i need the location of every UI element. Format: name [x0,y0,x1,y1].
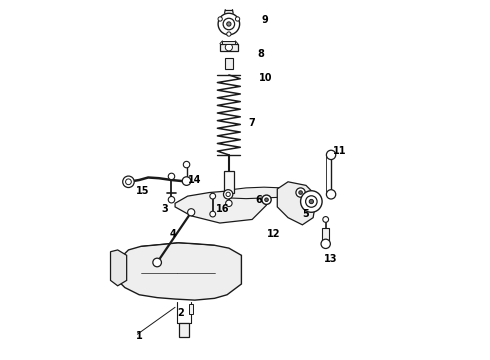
Text: 10: 10 [259,73,273,83]
Circle shape [210,211,216,217]
Circle shape [265,198,269,202]
Text: 6: 6 [256,195,263,205]
Circle shape [183,161,190,168]
Bar [179,323,189,337]
Text: 1: 1 [136,331,143,341]
Text: 9: 9 [261,15,268,26]
Text: 12: 12 [267,229,280,239]
Bar [222,41,235,44]
Circle shape [225,44,232,51]
Polygon shape [277,182,317,225]
Circle shape [153,258,161,267]
Circle shape [168,197,175,203]
Circle shape [321,239,330,248]
Circle shape [218,17,222,21]
Text: 8: 8 [258,49,265,59]
Text: 7: 7 [248,118,255,128]
Circle shape [262,195,271,204]
Text: 14: 14 [188,175,201,185]
Circle shape [309,199,314,204]
Circle shape [227,32,231,36]
Circle shape [210,193,216,199]
Circle shape [296,188,305,197]
Circle shape [188,209,195,216]
Polygon shape [228,187,300,199]
Circle shape [225,200,232,207]
Text: 2: 2 [177,308,184,318]
Polygon shape [116,243,242,300]
Polygon shape [111,250,126,286]
Circle shape [226,192,230,197]
Text: 13: 13 [324,254,338,264]
Bar [224,58,233,69]
Circle shape [122,176,134,188]
Bar [322,228,329,241]
Circle shape [218,13,240,35]
Circle shape [125,179,131,185]
Circle shape [306,196,317,207]
Circle shape [235,17,240,21]
Text: 15: 15 [136,186,149,196]
Circle shape [300,191,322,212]
Bar [190,304,193,314]
Circle shape [223,18,235,30]
Text: 3: 3 [162,204,169,214]
Text: 4: 4 [170,229,176,239]
Bar [224,171,234,193]
Polygon shape [175,191,267,223]
Text: 11: 11 [333,146,346,156]
Circle shape [227,22,231,26]
Circle shape [326,150,336,159]
Circle shape [182,177,191,185]
Circle shape [223,190,233,199]
Text: 5: 5 [302,209,309,219]
Bar [220,44,238,51]
Text: 16: 16 [216,204,230,214]
Circle shape [323,217,329,222]
Circle shape [326,190,336,199]
Circle shape [168,173,175,180]
Circle shape [299,191,302,194]
